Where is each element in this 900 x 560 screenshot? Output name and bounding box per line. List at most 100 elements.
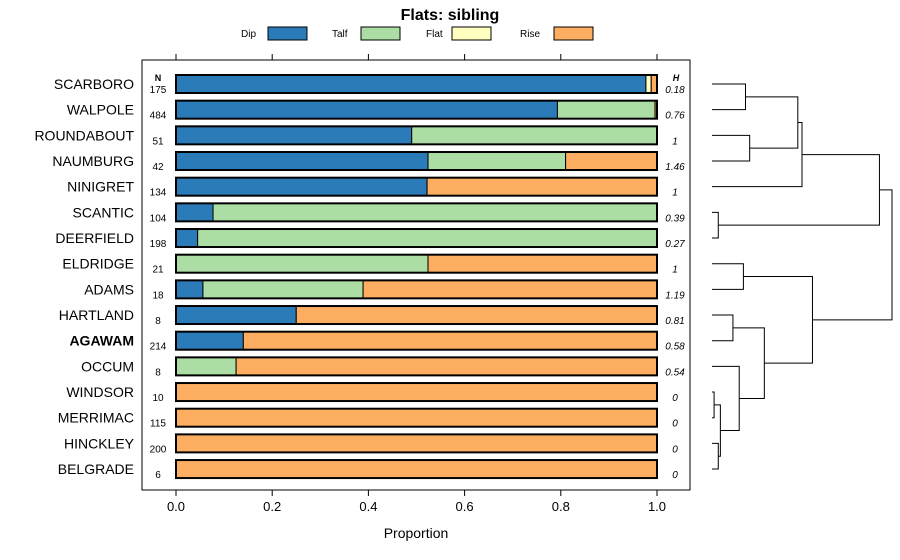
- dendrogram-branch: [712, 83, 746, 111]
- bar-outline-belgrade: [175, 459, 658, 480]
- n-value-deerfield: 198: [150, 239, 167, 250]
- bar-scantic-talf: [212, 202, 658, 222]
- h-value-windsor: 0: [672, 393, 678, 404]
- bar-windsor-rise: [175, 382, 658, 402]
- legend-label-talf: Talf: [332, 29, 348, 40]
- bar-eldridge-talf: [175, 254, 429, 274]
- x-tick-label: 0.4: [359, 499, 377, 514]
- bar-roundabout-dip: [175, 125, 413, 145]
- bar-outline-ninigret: [175, 176, 658, 197]
- dendrogram-branch: [712, 134, 751, 162]
- n-value-scarboro: 175: [150, 85, 167, 96]
- h-value-merrimac: 0: [672, 419, 678, 430]
- h-value-scantic: 0.39: [665, 213, 685, 224]
- bar-outline-deerfield: [175, 228, 658, 249]
- row-label-roundabout: ROUNDABOUT: [34, 127, 134, 143]
- bar-walpole-dip: [175, 100, 558, 120]
- dendrogram-branch: [812, 189, 893, 321]
- legend-label-flat: Flat: [426, 29, 443, 40]
- bar-naumburg-talf: [427, 151, 567, 171]
- dendrogram-branch: [712, 442, 719, 470]
- legend-label-rise: Rise: [520, 29, 540, 40]
- bar-adams-rise: [362, 279, 658, 299]
- legend-swatch-rise: [553, 26, 594, 41]
- dendrogram-branch: [712, 122, 803, 188]
- row-label-adams: ADAMS: [84, 281, 134, 297]
- bar-agawam-dip: [175, 331, 244, 351]
- bar-naumburg-dip: [175, 151, 429, 171]
- bar-adams-talf: [202, 279, 364, 299]
- h-value-belgrade: 0: [672, 470, 678, 481]
- dendrogram-branch: [712, 365, 740, 432]
- n-value-walpole: 484: [150, 111, 167, 122]
- h-value-hartland: 0.81: [665, 316, 684, 327]
- n-value-agawam: 214: [150, 342, 167, 353]
- bar-outline-roundabout: [175, 125, 658, 146]
- row-label-agawam: AGAWAM: [69, 333, 134, 349]
- bar-ninigret-dip: [175, 177, 428, 197]
- h-value-hinckley: 0: [672, 444, 678, 455]
- row-label-ninigret: NINIGRET: [67, 179, 134, 195]
- h-column-header: H: [673, 73, 680, 83]
- h-value-scarboro: 0.18: [665, 85, 685, 96]
- h-value-walpole: 0.76: [665, 111, 685, 122]
- bar-walpole-talf: [556, 100, 656, 120]
- bar-outline-adams: [175, 279, 658, 300]
- bar-deerfield-talf: [197, 228, 658, 248]
- bar-occum-rise: [235, 356, 658, 376]
- n-value-hartland: 8: [155, 316, 161, 327]
- panel-border: [141, 59, 691, 491]
- x-tick-label: 1.0: [648, 499, 666, 514]
- bar-occum-talf: [175, 356, 237, 376]
- x-axis-label: Proportion: [384, 525, 449, 541]
- bar-scantic-dip: [175, 202, 214, 222]
- dendrogram-branch: [718, 154, 880, 226]
- h-value-roundabout: 1: [672, 136, 678, 147]
- legend-swatch-flat: [451, 26, 492, 41]
- dendrogram-branch: [712, 211, 719, 239]
- n-column-header: N: [155, 73, 162, 83]
- row-label-merrimac: MERRIMAC: [58, 410, 134, 426]
- x-tick-label: 0.8: [552, 499, 570, 514]
- h-value-occum: 0.54: [665, 367, 685, 378]
- bar-agawam-rise: [242, 331, 658, 351]
- n-value-windsor: 10: [152, 393, 164, 404]
- legend-swatch-talf: [360, 26, 401, 41]
- row-label-windsor: WINDSOR: [66, 384, 134, 400]
- row-label-hinckley: HINCKLEY: [64, 435, 135, 451]
- row-label-eldridge: ELDRIDGE: [62, 256, 134, 272]
- dendrogram-branch: [714, 404, 721, 457]
- bar-hartland-rise: [295, 305, 658, 325]
- dendrogram-branch: [712, 391, 715, 419]
- chart-title: Flats: sibling: [401, 7, 500, 24]
- bar-outline-scantic: [175, 202, 658, 223]
- bar-deerfield-dip: [175, 228, 199, 248]
- x-axis: 0.0 0.2 0.4 0.6 0.8 1.0: [167, 54, 666, 514]
- dendrogram-branch: [712, 314, 734, 342]
- row-label-scarboro: SCARBORO: [54, 76, 134, 92]
- dendrogram-branch: [732, 327, 765, 399]
- x-tick-label: 0.0: [167, 499, 185, 514]
- x-tick-label: 0.6: [456, 499, 474, 514]
- bar-outline-merrimac: [175, 407, 658, 428]
- x-tick-label: 0.2: [263, 499, 281, 514]
- row-label-naumburg: NAUMBURG: [52, 153, 134, 169]
- row-label-hartland: HARTLAND: [59, 307, 134, 323]
- n-value-belgrade: 6: [155, 470, 161, 481]
- bar-adams-dip: [175, 279, 204, 299]
- n-value-occum: 8: [155, 367, 161, 378]
- row-label-deerfield: DEERFIELD: [55, 230, 134, 246]
- bar-hartland-dip: [175, 305, 297, 325]
- bar-outline-occum: [175, 356, 658, 377]
- bar-outline-windsor: [175, 382, 658, 403]
- row-label-occum: OCCUM: [81, 358, 134, 374]
- n-value-roundabout: 51: [152, 136, 164, 147]
- bar-outline-walpole: [175, 99, 658, 120]
- bar-outline-hartland: [175, 305, 658, 326]
- n-value-adams: 18: [152, 290, 164, 301]
- n-value-eldridge: 21: [152, 265, 164, 276]
- bar-rows: SCARBORO 175 0.18 WALPOLE 484 0.76 ROUNDABOUT 5…: [34, 74, 685, 481]
- bar-belgrade-rise: [175, 459, 658, 479]
- bar-scarboro-dip: [175, 74, 647, 94]
- h-value-deerfield: 0.27: [665, 239, 685, 250]
